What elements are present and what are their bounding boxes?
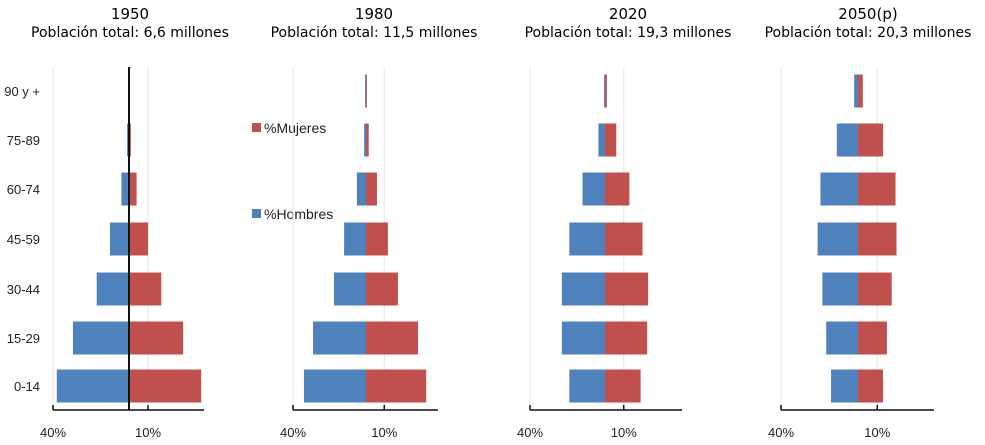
panel-subtitle: Población total: 6,6 millones <box>31 25 229 41</box>
bar-mujeres-90y+ <box>605 74 607 108</box>
bar-hombres-60-74 <box>820 172 858 206</box>
panel-title-1950: 1950 Población total: 6,6 millones <box>10 5 250 43</box>
panel-subtitle: Población total: 20,3 millones <box>764 25 972 41</box>
legend-swatch-mujeres <box>252 123 261 132</box>
legend-swatch-hombres <box>252 209 261 218</box>
panel-1950: 0-14 15-29 30-44 45-59 60-74 75-89 90 y + 40% 10… <box>4 67 204 440</box>
bar-mujeres-60-74 <box>858 172 896 206</box>
legend-label-mujeres: %Mujeres <box>264 120 326 136</box>
bar-hombres-15-29 <box>826 321 858 355</box>
bar-mujeres-0-14 <box>366 369 427 403</box>
bar-mujeres-90y+ <box>858 74 863 108</box>
bar-mujeres-60-74 <box>605 172 630 206</box>
category-label: 30-44 <box>7 282 40 297</box>
bar-mujeres-15-29 <box>366 321 419 355</box>
bar-hombres-45-59 <box>569 222 605 256</box>
bar-hombres-15-29 <box>561 321 605 355</box>
bar-hombres-75-89 <box>836 123 858 157</box>
bar-hombres-30-44 <box>96 272 129 306</box>
bar-hombres-30-44 <box>561 272 605 306</box>
panel-year: 2050(p) <box>838 5 898 23</box>
bar-hombres-15-29 <box>313 321 366 355</box>
category-label: 15-29 <box>7 331 40 346</box>
category-label: 90 y + <box>4 84 40 99</box>
panel-1980: 40% 10% <box>280 67 438 440</box>
panel-2050(p): 40% 10% <box>768 67 934 440</box>
bar-mujeres-30-44 <box>605 272 649 306</box>
bar-hombres-30-44 <box>822 272 858 306</box>
bar-hombres-75-89 <box>364 123 366 157</box>
bar-mujeres-60-74 <box>129 172 137 206</box>
bar-hombres-45-59 <box>344 222 366 256</box>
bar-hombres-0-14 <box>56 369 129 403</box>
bar-mujeres-45-59 <box>129 222 148 256</box>
bar-hombres-90y+ <box>365 74 366 108</box>
bar-hombres-90y+ <box>854 74 858 108</box>
bar-mujeres-30-44 <box>129 272 162 306</box>
category-label: 60-74 <box>7 182 40 197</box>
bar-hombres-0-14 <box>303 369 366 403</box>
panel-title-2050: 2050(p) Población total: 20,3 millones <box>748 5 985 43</box>
panel-subtitle: Población total: 19,3 millones <box>524 25 732 41</box>
legend: %Mujeres %Hombres <box>252 120 333 222</box>
panel-year: 1950 <box>110 5 150 23</box>
bar-mujeres-75-89 <box>605 123 617 157</box>
bar-mujeres-60-74 <box>366 172 377 206</box>
x-tick-label: 10% <box>371 425 397 440</box>
panel-subtitle: Población total: 11,5 millones <box>270 25 478 41</box>
bar-hombres-90y+ <box>604 74 605 108</box>
bar-mujeres-45-59 <box>605 222 643 256</box>
bar-hombres-60-74 <box>356 172 366 206</box>
panel-title-1980: 1980 Población total: 11,5 millones <box>254 5 494 43</box>
bar-hombres-75-89 <box>598 123 605 157</box>
bar-mujeres-15-29 <box>858 321 887 355</box>
category-label: 0-14 <box>14 379 40 394</box>
bar-hombres-0-14 <box>569 369 605 403</box>
bar-hombres-30-44 <box>334 272 366 306</box>
bar-hombres-15-29 <box>72 321 129 355</box>
x-tick-label: 10% <box>611 425 637 440</box>
bar-mujeres-90y+ <box>366 74 367 108</box>
category-label: 45-59 <box>7 232 40 247</box>
panel-title-2020: 2020 Población total: 19,3 millones <box>508 5 748 43</box>
bar-hombres-60-74 <box>582 172 605 206</box>
x-tick-label: 40% <box>40 425 66 440</box>
bar-mujeres-0-14 <box>129 369 202 403</box>
bar-hombres-0-14 <box>831 369 858 403</box>
bar-hombres-45-59 <box>817 222 858 256</box>
bar-mujeres-15-29 <box>605 321 648 355</box>
bar-mujeres-30-44 <box>858 272 892 306</box>
panel-year: 2020 <box>608 5 648 23</box>
bar-mujeres-30-44 <box>366 272 398 306</box>
x-tick-label: 10% <box>135 425 161 440</box>
bar-mujeres-0-14 <box>858 369 884 403</box>
legend-label-hombres: %Hombres <box>264 206 333 222</box>
panel-year: 1980 <box>354 5 394 23</box>
x-tick-label: 40% <box>280 425 306 440</box>
x-tick-label: 40% <box>768 425 794 440</box>
bar-mujeres-0-14 <box>605 369 641 403</box>
bar-mujeres-75-89 <box>858 123 884 157</box>
bar-hombres-60-74 <box>121 172 129 206</box>
bar-hombres-45-59 <box>110 222 129 256</box>
x-tick-label: 10% <box>864 425 890 440</box>
category-label: 75-89 <box>7 133 40 148</box>
panel-2020: 40% 10% <box>517 67 682 440</box>
x-tick-label: 40% <box>517 425 543 440</box>
bar-mujeres-15-29 <box>129 321 184 355</box>
bar-mujeres-75-89 <box>366 123 369 157</box>
bar-mujeres-45-59 <box>366 222 388 256</box>
bar-mujeres-45-59 <box>858 222 897 256</box>
